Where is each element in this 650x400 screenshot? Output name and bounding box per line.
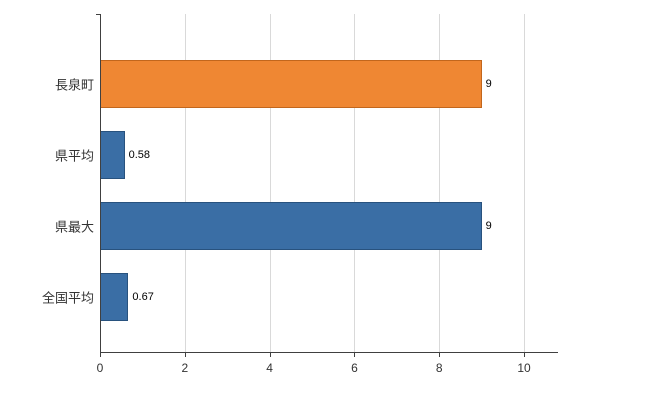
x-axis-tick — [269, 352, 271, 357]
gridline — [269, 14, 271, 352]
x-tick-label: 4 — [266, 361, 273, 375]
category-label: 県平均 — [54, 148, 94, 163]
y-axis-top-tick — [96, 14, 100, 15]
x-axis-tick — [439, 352, 441, 357]
gridline — [439, 14, 441, 352]
gridline — [354, 14, 356, 352]
gridline — [184, 14, 186, 352]
x-tick-label: 6 — [351, 361, 358, 375]
y-axis-line — [100, 14, 101, 352]
x-axis-tick — [184, 352, 186, 357]
category-label: 県最大 — [54, 219, 94, 234]
bar-value-label: 9 — [485, 219, 492, 232]
x-axis-line — [100, 352, 558, 353]
bar-value-label: 0.67 — [132, 290, 154, 303]
bar — [100, 272, 129, 321]
gridline — [524, 14, 526, 352]
bar — [100, 59, 482, 108]
x-tick-label: 0 — [96, 361, 104, 375]
x-axis-tick — [354, 352, 356, 357]
x-axis-tick — [100, 352, 101, 357]
category-label: 長泉町 — [54, 77, 94, 92]
x-axis-tick — [524, 352, 526, 357]
x-tick-label: 8 — [435, 361, 443, 375]
bar — [100, 201, 482, 250]
bar-value-label: 9 — [485, 77, 492, 90]
bar-value-label: 0.58 — [128, 148, 151, 161]
category-label: 全国平均 — [41, 290, 94, 305]
bar — [100, 130, 125, 179]
x-tick-label: 2 — [181, 361, 189, 375]
x-tick-label: 10 — [517, 361, 531, 375]
